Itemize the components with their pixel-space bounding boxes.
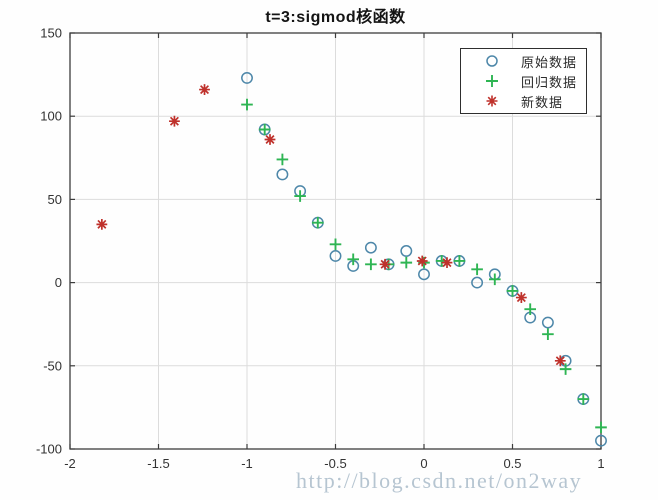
chart-title: t=3:sigmod核函数 — [265, 9, 406, 26]
plus-marker-icon — [475, 73, 509, 89]
svg-text:50: 50 — [48, 192, 62, 207]
svg-text:1: 1 — [597, 456, 604, 471]
watermark-text: http://blog.csdn.net/on2way — [296, 468, 583, 493]
svg-text:-1: -1 — [241, 456, 253, 471]
svg-text:-100: -100 — [36, 442, 62, 457]
svg-text:-2: -2 — [64, 456, 76, 471]
asterisk-marker-icon — [475, 93, 509, 109]
svg-text:-0.5: -0.5 — [324, 456, 346, 471]
grid-lines — [70, 33, 601, 449]
svg-text:0.5: 0.5 — [503, 456, 521, 471]
svg-text:150: 150 — [40, 26, 62, 41]
svg-text:-1.5: -1.5 — [147, 456, 169, 471]
legend-item-new: 新数据 — [461, 91, 586, 111]
tick-labels: -2 -1.5 -1 -0.5 0 0.5 1 -100 -50 0 50 100 150 — [36, 26, 605, 472]
svg-text:100: 100 — [40, 109, 62, 124]
svg-text:-50: -50 — [43, 358, 62, 373]
legend-item-original: 原始数据 — [461, 51, 586, 71]
circle-marker-icon — [475, 53, 509, 69]
legend-label-new: 新数据 — [521, 94, 564, 110]
legend-label-regression: 回归数据 — [521, 74, 578, 90]
series-回归数据 — [241, 98, 607, 434]
svg-text:0: 0 — [55, 275, 62, 290]
svg-text:0: 0 — [420, 456, 427, 471]
legend: 原始数据 回归数据 新数据 — [460, 48, 587, 114]
series-新数据 — [96, 84, 566, 367]
legend-item-regression: 回归数据 — [461, 71, 586, 91]
legend-label-original: 原始数据 — [521, 54, 578, 70]
